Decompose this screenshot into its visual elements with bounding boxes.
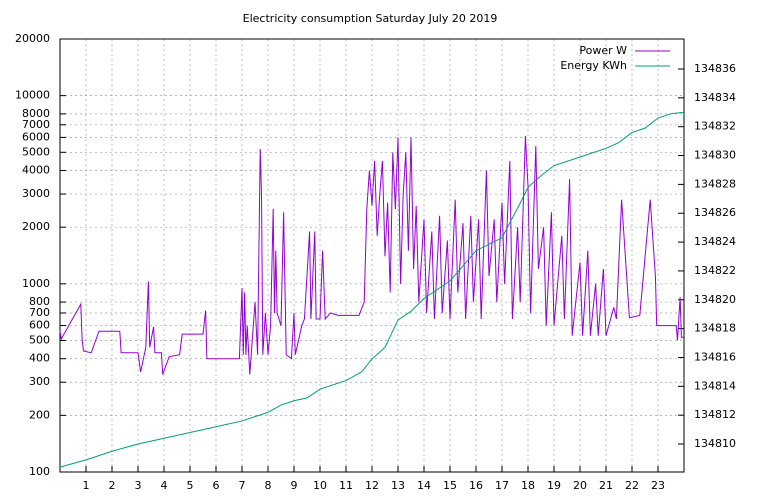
y-tick-label: 20000 [15, 32, 50, 45]
x-tick-label: 4 [161, 479, 168, 492]
x-tick-label: 23 [651, 479, 665, 492]
x-tick-label: 2 [109, 479, 116, 492]
y-tick-label: 600 [29, 319, 50, 332]
y-tick-label: 400 [29, 352, 50, 365]
y-tick-label: 5000 [22, 145, 50, 158]
y-tick-label: 300 [29, 375, 50, 388]
y2-tick-label: 134826 [694, 206, 736, 219]
y2-tick-label: 134832 [694, 120, 736, 133]
x-tick-label: 13 [391, 479, 405, 492]
y-tick-label: 700 [29, 306, 50, 319]
x-tick-label: 7 [239, 479, 246, 492]
x-tick-label: 5 [187, 479, 194, 492]
y2-tick-label: 134810 [694, 437, 736, 450]
y2-tick-label: 134820 [694, 293, 736, 306]
y-tick-label: 8000 [22, 107, 50, 120]
y2-tick-label: 134824 [694, 235, 736, 248]
x-tick-label: 11 [339, 479, 353, 492]
x-tick-label: 16 [469, 479, 483, 492]
x-tick-label: 1 [83, 479, 90, 492]
plot-frame [59, 38, 685, 473]
legend-label: Power W [579, 44, 627, 57]
x-tick-label: 22 [625, 479, 639, 492]
chart-title: Electricity consumption Saturday July 20… [243, 12, 498, 25]
series-line [59, 136, 684, 375]
y-tick-label: 10000 [15, 89, 50, 102]
x-tick-label: 9 [291, 479, 298, 492]
y-tick-label: 7000 [22, 118, 50, 131]
x-tick-label: 8 [265, 479, 272, 492]
y2-tick-label: 134816 [694, 350, 736, 363]
x-tick-label: 10 [313, 479, 327, 492]
y2-tick-label: 134818 [694, 322, 736, 335]
y-tick-label: 4000 [22, 164, 50, 177]
y2-tick-label: 134830 [694, 149, 736, 162]
y2-tick-label: 134836 [694, 62, 736, 75]
x-tick-label: 17 [495, 479, 509, 492]
y-tick-label: 200 [29, 408, 50, 421]
y-tick-label: 800 [29, 295, 50, 308]
x-tick-label: 18 [521, 479, 535, 492]
y-tick-label: 3000 [22, 187, 50, 200]
x-tick-label: 15 [443, 479, 457, 492]
y2-tick-label: 134814 [694, 379, 736, 392]
y-tick-label: 2000 [22, 220, 50, 233]
y-tick-label: 100 [29, 465, 50, 478]
x-tick-label: 14 [417, 479, 431, 492]
y-tick-label: 1000 [22, 277, 50, 290]
x-tick-label: 20 [573, 479, 587, 492]
y-tick-label: 500 [29, 333, 50, 346]
y2-tick-label: 134834 [694, 91, 736, 104]
x-tick-label: 6 [213, 479, 220, 492]
y2-tick-label: 134812 [694, 408, 736, 421]
x-tick-label: 21 [599, 479, 613, 492]
legend-label: Energy KWh [560, 59, 627, 72]
y2-tick-label: 134822 [694, 264, 736, 277]
x-tick-label: 19 [547, 479, 561, 492]
series-line [59, 111, 685, 468]
y2-tick-label: 134828 [694, 177, 736, 190]
x-tick-label: 3 [135, 479, 142, 492]
y-tick-label: 6000 [22, 130, 50, 143]
x-tick-label: 12 [365, 479, 379, 492]
